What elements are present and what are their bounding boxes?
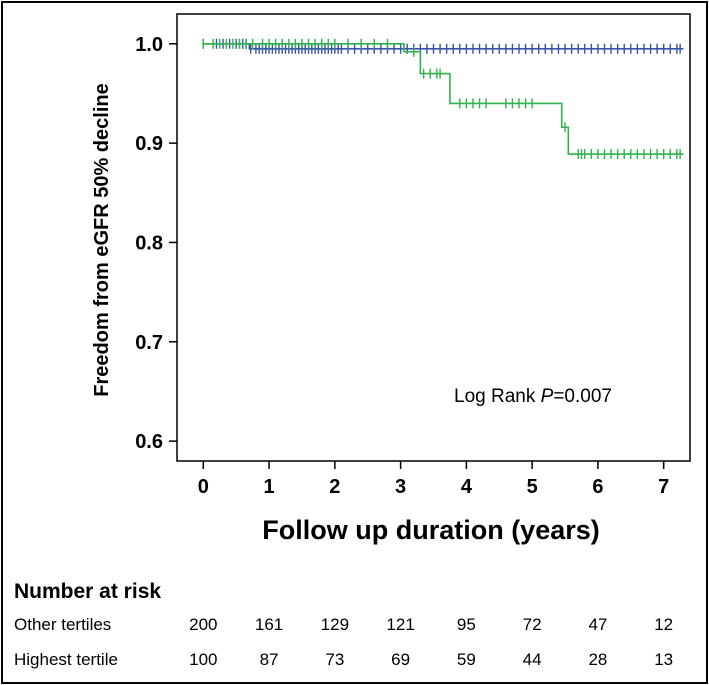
- y-tick-label: 0.6: [135, 431, 163, 453]
- y-tick-label: 0.9: [135, 133, 163, 155]
- y-tick-label: 1.0: [135, 34, 163, 56]
- y-tick-label: 0.7: [135, 332, 163, 354]
- x-tick-label: 2: [329, 476, 340, 498]
- km-curve: [203, 43, 684, 155]
- x-tick-label: 5: [527, 476, 538, 498]
- log-rank-annotation: Log Rank P=0.007: [454, 386, 612, 407]
- log-rank-p: P: [541, 386, 554, 407]
- x-tick-label: 3: [395, 476, 406, 498]
- plot-area: [176, 13, 691, 462]
- y-axis-title: Freedom from eGFR 50% decline: [91, 83, 113, 396]
- x-axis-title: Follow up duration (years): [262, 515, 600, 545]
- x-tick-label: 6: [592, 476, 603, 498]
- log-rank-prefix: Log Rank: [454, 386, 541, 407]
- y-tick-label: 0.8: [135, 232, 163, 254]
- x-tick-label: 1: [264, 476, 275, 498]
- x-tick-label: 7: [658, 476, 669, 498]
- log-rank-value: =0.007: [553, 386, 612, 407]
- series-highest-tertile: [202, 38, 684, 160]
- x-tick-label: 0: [198, 476, 209, 498]
- x-tick-label: 4: [461, 476, 473, 498]
